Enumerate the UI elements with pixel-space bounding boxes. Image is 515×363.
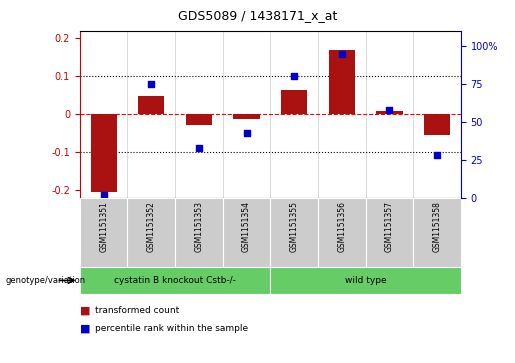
Text: GSM1151351: GSM1151351 <box>99 201 108 252</box>
Point <box>338 51 346 57</box>
Text: GSM1151357: GSM1151357 <box>385 201 394 252</box>
Text: transformed count: transformed count <box>95 306 180 315</box>
Bar <box>128 198 175 267</box>
Point <box>99 192 108 198</box>
Text: GDS5089 / 1438171_x_at: GDS5089 / 1438171_x_at <box>178 9 337 22</box>
Text: ■: ■ <box>80 305 90 315</box>
Point <box>290 73 298 79</box>
Text: genotype/variation: genotype/variation <box>5 276 85 285</box>
Bar <box>318 198 366 267</box>
Bar <box>270 198 318 267</box>
Point <box>147 81 156 87</box>
Text: ■: ■ <box>80 323 90 334</box>
Bar <box>175 198 222 267</box>
Point <box>243 130 251 135</box>
Bar <box>329 50 355 114</box>
Text: GSM1151353: GSM1151353 <box>195 201 203 252</box>
Bar <box>281 90 307 114</box>
Point <box>385 107 393 113</box>
Text: GSM1151354: GSM1151354 <box>242 201 251 252</box>
Text: cystatin B knockout Cstb-/-: cystatin B knockout Cstb-/- <box>114 276 236 285</box>
Point <box>433 152 441 158</box>
Text: percentile rank within the sample: percentile rank within the sample <box>95 324 248 333</box>
Text: wild type: wild type <box>345 276 386 285</box>
Text: GSM1151352: GSM1151352 <box>147 201 156 252</box>
Bar <box>233 114 260 119</box>
Bar <box>222 198 270 267</box>
Bar <box>424 114 450 135</box>
Text: GSM1151356: GSM1151356 <box>337 201 346 252</box>
Bar <box>80 267 270 294</box>
Text: GSM1151358: GSM1151358 <box>433 201 441 252</box>
Point <box>195 145 203 151</box>
Bar <box>413 198 461 267</box>
Bar <box>376 111 403 114</box>
Bar <box>270 267 461 294</box>
Bar <box>186 114 212 125</box>
Text: GSM1151355: GSM1151355 <box>290 201 299 252</box>
Bar <box>138 96 164 114</box>
Bar <box>91 114 117 192</box>
Bar <box>80 198 128 267</box>
Bar <box>366 198 413 267</box>
